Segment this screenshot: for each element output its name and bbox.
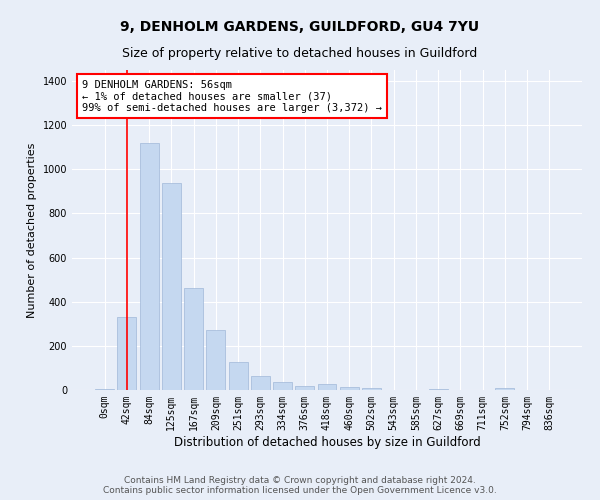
Bar — [317, 384, 337, 390]
Text: Size of property relative to detached houses in Guildford: Size of property relative to detached ho… — [122, 48, 478, 60]
Text: 9, DENHOLM GARDENS, GUILDFORD, GU4 7YU: 9, DENHOLM GARDENS, GUILDFORD, GU4 7YU — [121, 20, 479, 34]
Text: Contains HM Land Registry data © Crown copyright and database right 2024.
Contai: Contains HM Land Registry data © Crown c… — [103, 476, 497, 495]
X-axis label: Distribution of detached houses by size in Guildford: Distribution of detached houses by size … — [173, 436, 481, 448]
Bar — [95, 389, 114, 390]
Bar — [429, 389, 448, 390]
Bar — [118, 317, 136, 390]
Bar — [295, 386, 314, 390]
Text: 9 DENHOLM GARDENS: 56sqm
← 1% of detached houses are smaller (37)
99% of semi-de: 9 DENHOLM GARDENS: 56sqm ← 1% of detache… — [82, 80, 382, 113]
Bar — [206, 330, 225, 390]
Bar — [362, 388, 381, 390]
Bar — [184, 288, 203, 390]
Bar — [162, 182, 181, 390]
Bar — [251, 376, 270, 390]
Bar — [140, 143, 158, 390]
Bar — [273, 382, 292, 390]
Bar — [340, 386, 359, 390]
Y-axis label: Number of detached properties: Number of detached properties — [27, 142, 37, 318]
Bar — [229, 362, 248, 390]
Bar — [496, 388, 514, 390]
